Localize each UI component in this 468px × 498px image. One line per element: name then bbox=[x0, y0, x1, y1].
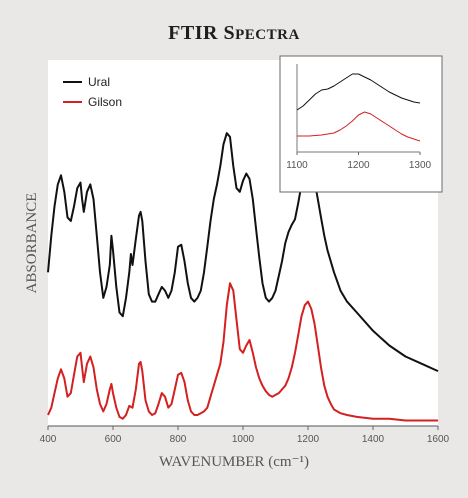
inset-tick-label-1300: 1300 bbox=[409, 160, 432, 171]
inset-series-group bbox=[296, 73, 421, 142]
inset-tick-label-1200: 1200 bbox=[347, 160, 370, 171]
main-tick-label-600: 600 bbox=[105, 434, 122, 445]
main-tick-label-400: 400 bbox=[40, 434, 57, 445]
inset-series-1 bbox=[297, 111, 421, 142]
main-tick-label-1400: 1400 bbox=[362, 434, 385, 445]
legend-label-gilson: Gilson bbox=[88, 95, 122, 109]
inset-frame bbox=[279, 55, 443, 193]
chart-title: FTIR SPECTRA bbox=[168, 22, 300, 44]
x-ticks: 400 600 800 1000 1200 1400 1600 bbox=[40, 426, 450, 445]
inset-tick-label-1100: 1100 bbox=[286, 160, 308, 171]
main-tick-label-1600: 1600 bbox=[427, 434, 450, 445]
inset-x-ticks: 1100 1200 1300 bbox=[286, 152, 432, 171]
y-axis-label: ABSORBANCE bbox=[24, 193, 40, 294]
inset-series-0 bbox=[296, 73, 421, 111]
main-series-gilson bbox=[47, 282, 438, 422]
main-tick-label-800: 800 bbox=[170, 434, 187, 445]
legend: Ural Gilson bbox=[63, 75, 122, 109]
x-axis-label: WAVENUMBER (cm⁻¹) bbox=[159, 454, 309, 470]
main-tick-label-1200: 1200 bbox=[297, 434, 320, 445]
legend-label-ural: Ural bbox=[88, 75, 110, 89]
main-tick-label-1000: 1000 bbox=[232, 434, 255, 445]
